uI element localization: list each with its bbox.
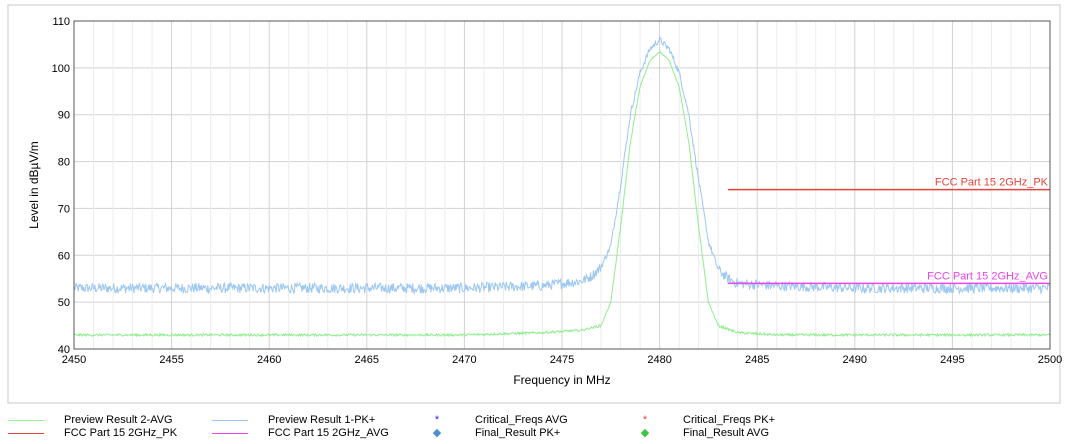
y-tick-label: 80 xyxy=(58,157,70,169)
legend-marker: ◆ xyxy=(640,427,650,439)
x-tick-label: 2475 xyxy=(550,354,574,366)
y-tick-label: 40 xyxy=(58,344,70,356)
x-tick-label: 2500 xyxy=(1038,354,1062,366)
y-tick-label: 70 xyxy=(58,203,70,215)
plot-area xyxy=(73,20,1051,350)
legend-label: Preview Result 1-PK+ xyxy=(268,414,376,426)
x-tick-label: 2485 xyxy=(745,354,769,366)
y-tick-label: 50 xyxy=(58,297,70,309)
legend-marker: ◆ xyxy=(432,427,442,439)
series-line-pk xyxy=(73,35,1051,296)
chart-frame xyxy=(7,4,1061,404)
y-tick-label: 90 xyxy=(58,110,70,122)
x-tick-label: 2460 xyxy=(257,354,281,366)
x-tick-label: 2465 xyxy=(355,354,379,366)
legend-marker: * xyxy=(434,414,440,426)
limit-lines: FCC Part 15 2GHz_PK FCC Part 15 2GHz_AVG xyxy=(727,177,1050,285)
limit-label-pk: FCC Part 15 2GHz_PK xyxy=(935,177,1049,189)
legend-label: Final_Result PK+ xyxy=(475,427,561,439)
x-tick-label: 2490 xyxy=(843,354,867,366)
legend: Preview Result 2-AVG Preview Result 1-PK+… xyxy=(0,414,1067,442)
traces xyxy=(73,35,1051,338)
legend-label: Critical_Freqs AVG xyxy=(475,414,568,426)
x-tick-label: 2455 xyxy=(159,354,183,366)
legend-label: FCC Part 15 2GHz_AVG xyxy=(268,427,389,439)
x-tick-label: 2470 xyxy=(452,354,476,366)
legend-label: FCC Part 15 2GHz_PK xyxy=(64,427,178,439)
tick-labels: 2450 2455 2460 2465 2470 2475 2480 2485 2490 2495… xyxy=(52,16,1063,366)
legend-label: Preview Result 2-AVG xyxy=(64,414,173,426)
legend-label: Critical_Freqs PK+ xyxy=(683,414,776,426)
x-tick-label: 2450 xyxy=(62,354,86,366)
y-tick-label: 60 xyxy=(58,250,70,262)
legend-swatch xyxy=(212,433,248,434)
legend-swatch xyxy=(8,420,44,421)
legend-marker: * xyxy=(642,414,648,426)
y-tick-label: 110 xyxy=(52,16,70,28)
y-tick-label: 100 xyxy=(52,63,70,75)
x-tick-label: 2480 xyxy=(647,354,671,366)
legend-swatch xyxy=(8,433,44,434)
series-line-avg xyxy=(73,50,1051,338)
x-axis-label: Frequency in MHz xyxy=(513,373,610,387)
y-axis-label: Level in dBµV/m xyxy=(27,141,41,229)
legend-label: Final_Result AVG xyxy=(683,427,770,439)
limit-label-avg: FCC Part 15 2GHz_AVG xyxy=(927,270,1048,282)
x-tick-label: 2495 xyxy=(940,354,964,366)
legend-swatch xyxy=(212,420,248,421)
